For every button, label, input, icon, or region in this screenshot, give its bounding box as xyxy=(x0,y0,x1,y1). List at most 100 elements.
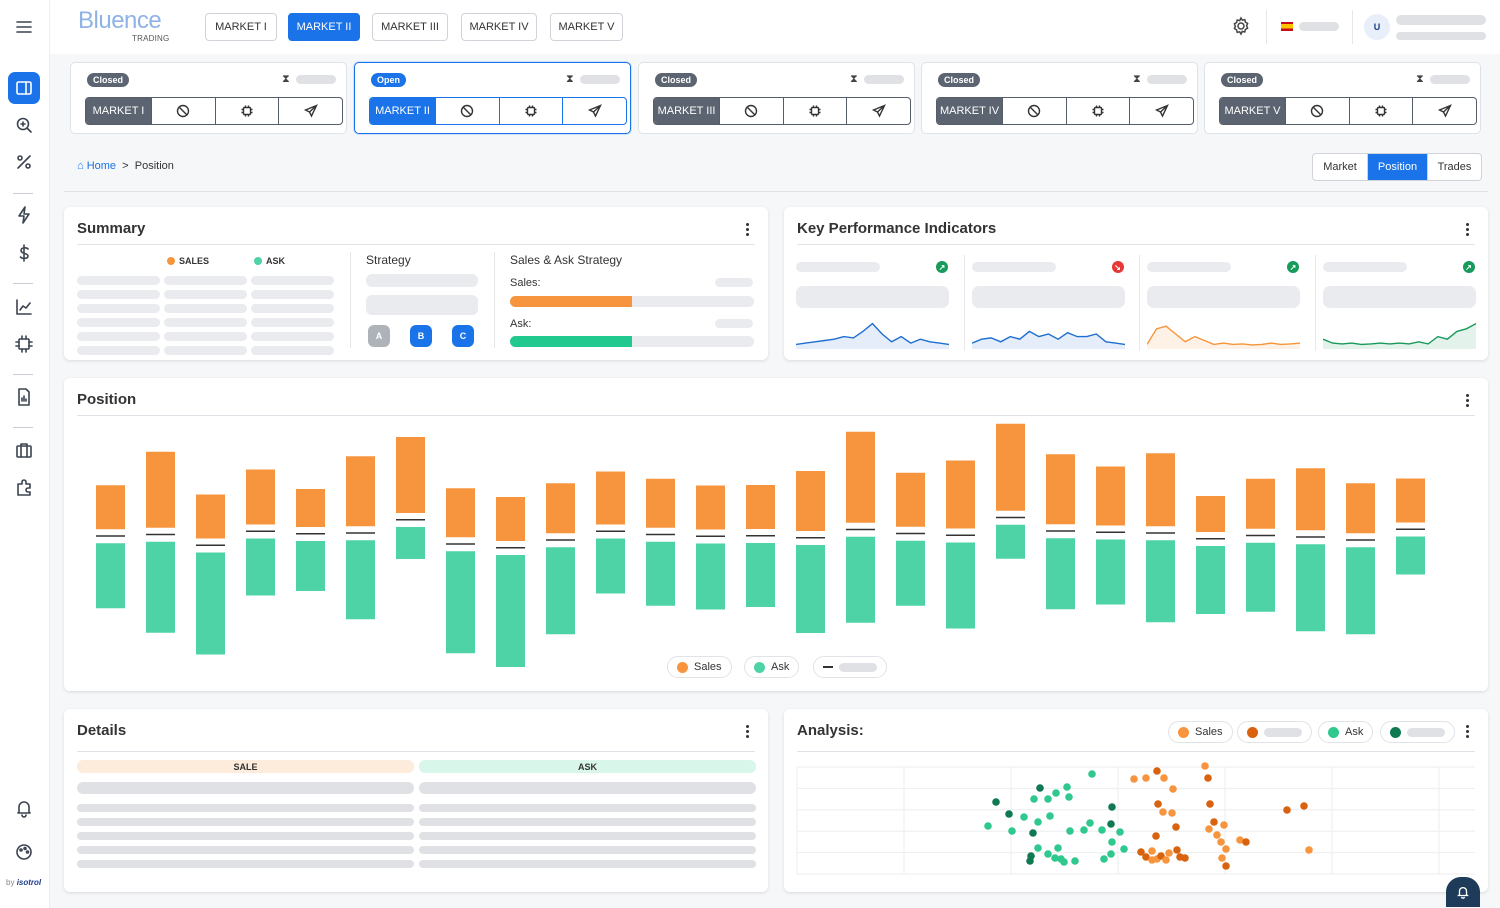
palette-icon[interactable] xyxy=(8,836,40,868)
sales-dot-icon xyxy=(677,661,688,673)
zoom-icon[interactable] xyxy=(8,109,40,141)
kpi-label-skeleton xyxy=(971,262,1056,272)
chip-button[interactable] xyxy=(1348,98,1413,124)
market-actions: MARKET II xyxy=(369,97,627,125)
block-icon xyxy=(1311,104,1324,118)
send-button[interactable] xyxy=(846,98,910,124)
dashboard-panel-icon[interactable] xyxy=(8,72,40,104)
top-bar: Bluence TRADING MARKET I MARKET II MARKE… xyxy=(50,0,1500,54)
percent-edit-icon[interactable] xyxy=(8,146,40,178)
skeleton-row xyxy=(419,860,756,868)
market-name-button[interactable]: MARKET III xyxy=(654,98,719,124)
legend-chip-net[interactable] xyxy=(813,656,887,678)
ask-point xyxy=(992,798,1000,806)
send-button[interactable] xyxy=(1412,98,1476,124)
market-name-button[interactable]: MARKET IV xyxy=(937,98,1002,124)
view-tabs: Market Position Trades xyxy=(1312,153,1482,181)
market-card[interactable]: Closed ⧗ MARKET V xyxy=(1204,62,1481,134)
briefcase-icon[interactable] xyxy=(8,434,40,466)
ask-bar xyxy=(596,538,625,594)
position-menu-icon[interactable] xyxy=(1466,394,1470,409)
sales-bar xyxy=(296,489,325,527)
legend-chip-ask-dark[interactable] xyxy=(1380,721,1455,743)
chip-button[interactable] xyxy=(782,98,847,124)
legend-chip-sales[interactable]: Sales xyxy=(667,656,732,678)
settings-gear-icon[interactable] xyxy=(1231,16,1251,41)
avatar[interactable]: U xyxy=(1364,14,1390,40)
send-button[interactable] xyxy=(278,98,342,124)
legend-chip-sales[interactable]: Sales xyxy=(1168,721,1233,743)
chip-button[interactable] xyxy=(1065,98,1130,124)
logo[interactable]: Bluence TRADING xyxy=(78,7,170,43)
details-menu-icon[interactable] xyxy=(746,725,750,740)
market-card[interactable]: Closed ⧗ MARKET IV xyxy=(921,62,1198,134)
skeleton-cell xyxy=(251,304,334,313)
strategy-badge-c[interactable]: C xyxy=(452,325,474,347)
market-card[interactable]: Closed ⧗ MARKET I xyxy=(70,62,347,134)
lightning-icon[interactable] xyxy=(8,199,40,231)
market-name-button[interactable]: MARKET V xyxy=(1220,98,1285,124)
chip-button[interactable] xyxy=(214,98,279,124)
ask-dot-icon xyxy=(1328,726,1339,738)
sales-point xyxy=(1201,762,1209,770)
block-button[interactable] xyxy=(435,98,499,124)
tab-position[interactable]: Position xyxy=(1367,154,1427,180)
legend-chip-ask[interactable]: Ask xyxy=(1318,721,1374,743)
skeleton-cell xyxy=(164,332,247,341)
legend-chip-sales-dark[interactable] xyxy=(1237,721,1312,743)
summary-panel: Summary SALES ASK Strategy A B C Sales &… xyxy=(64,207,768,360)
skeleton-row xyxy=(419,804,756,812)
send-button[interactable] xyxy=(562,98,626,124)
tab-market-iii[interactable]: MARKET III xyxy=(372,13,448,41)
net-line xyxy=(596,530,625,532)
ask-point xyxy=(1034,844,1042,852)
strategy-badge-b[interactable]: B xyxy=(410,325,432,347)
tab-market-iv[interactable]: MARKET IV xyxy=(461,13,537,41)
user-name-skeleton xyxy=(1396,15,1486,25)
analysis-menu-icon[interactable] xyxy=(1466,725,1470,740)
sales-point xyxy=(1137,848,1145,856)
chip-icon xyxy=(525,105,537,117)
breadcrumb-home[interactable]: ⌂ Home xyxy=(77,160,117,172)
block-button[interactable] xyxy=(1002,98,1066,124)
puzzle-icon[interactable] xyxy=(8,471,40,503)
block-button[interactable] xyxy=(719,98,783,124)
ask-bar xyxy=(446,551,475,654)
trend-up-icon: ↗ xyxy=(1462,261,1475,273)
tab-market-v[interactable]: MARKET V xyxy=(550,13,623,41)
analysis-panel: Analysis: Sales Ask xyxy=(784,709,1488,892)
legend-chip-ask[interactable]: Ask xyxy=(744,656,800,678)
tab-market-i[interactable]: MARKET I xyxy=(205,13,277,41)
market-name-button[interactable]: MARKET II xyxy=(370,98,435,124)
ask-bar xyxy=(1346,547,1375,635)
hourglass-icon: ⧗ xyxy=(1416,73,1424,85)
kpi-sparkline xyxy=(971,330,1125,349)
tab-trades[interactable]: Trades xyxy=(1427,154,1481,180)
block-button[interactable] xyxy=(1285,98,1349,124)
tab-market[interactable]: Market xyxy=(1323,161,1357,173)
market-card[interactable]: Closed ⧗ MARKET III xyxy=(638,62,915,134)
menu-icon[interactable] xyxy=(8,11,40,43)
bell-icon[interactable] xyxy=(8,792,40,824)
net-line xyxy=(1296,536,1325,538)
line-chart-icon[interactable] xyxy=(8,291,40,323)
market-name-button[interactable]: MARKET I xyxy=(86,98,151,124)
send-button[interactable] xyxy=(1129,98,1193,124)
spain-flag-icon[interactable] xyxy=(1281,22,1293,31)
ask-bar xyxy=(1196,546,1225,614)
market-card[interactable]: Open ⧗ MARKET II xyxy=(354,62,631,134)
sales-point xyxy=(1160,774,1168,782)
chip-button[interactable] xyxy=(498,98,563,124)
kpi-menu-icon[interactable] xyxy=(1466,223,1470,238)
tab-market-ii[interactable]: MARKET II xyxy=(288,13,360,41)
summary-menu-icon[interactable] xyxy=(746,223,750,238)
report-icon[interactable] xyxy=(8,381,40,413)
strategy-badge-a[interactable]: A xyxy=(368,325,390,347)
block-button[interactable] xyxy=(151,98,215,124)
notification-button[interactable] xyxy=(1446,877,1480,907)
chip-icon xyxy=(809,105,821,117)
chip-icon[interactable] xyxy=(8,328,40,360)
dollar-icon[interactable] xyxy=(8,237,40,269)
skeleton-row xyxy=(419,846,756,854)
kpi-value-skeleton xyxy=(1322,286,1476,308)
